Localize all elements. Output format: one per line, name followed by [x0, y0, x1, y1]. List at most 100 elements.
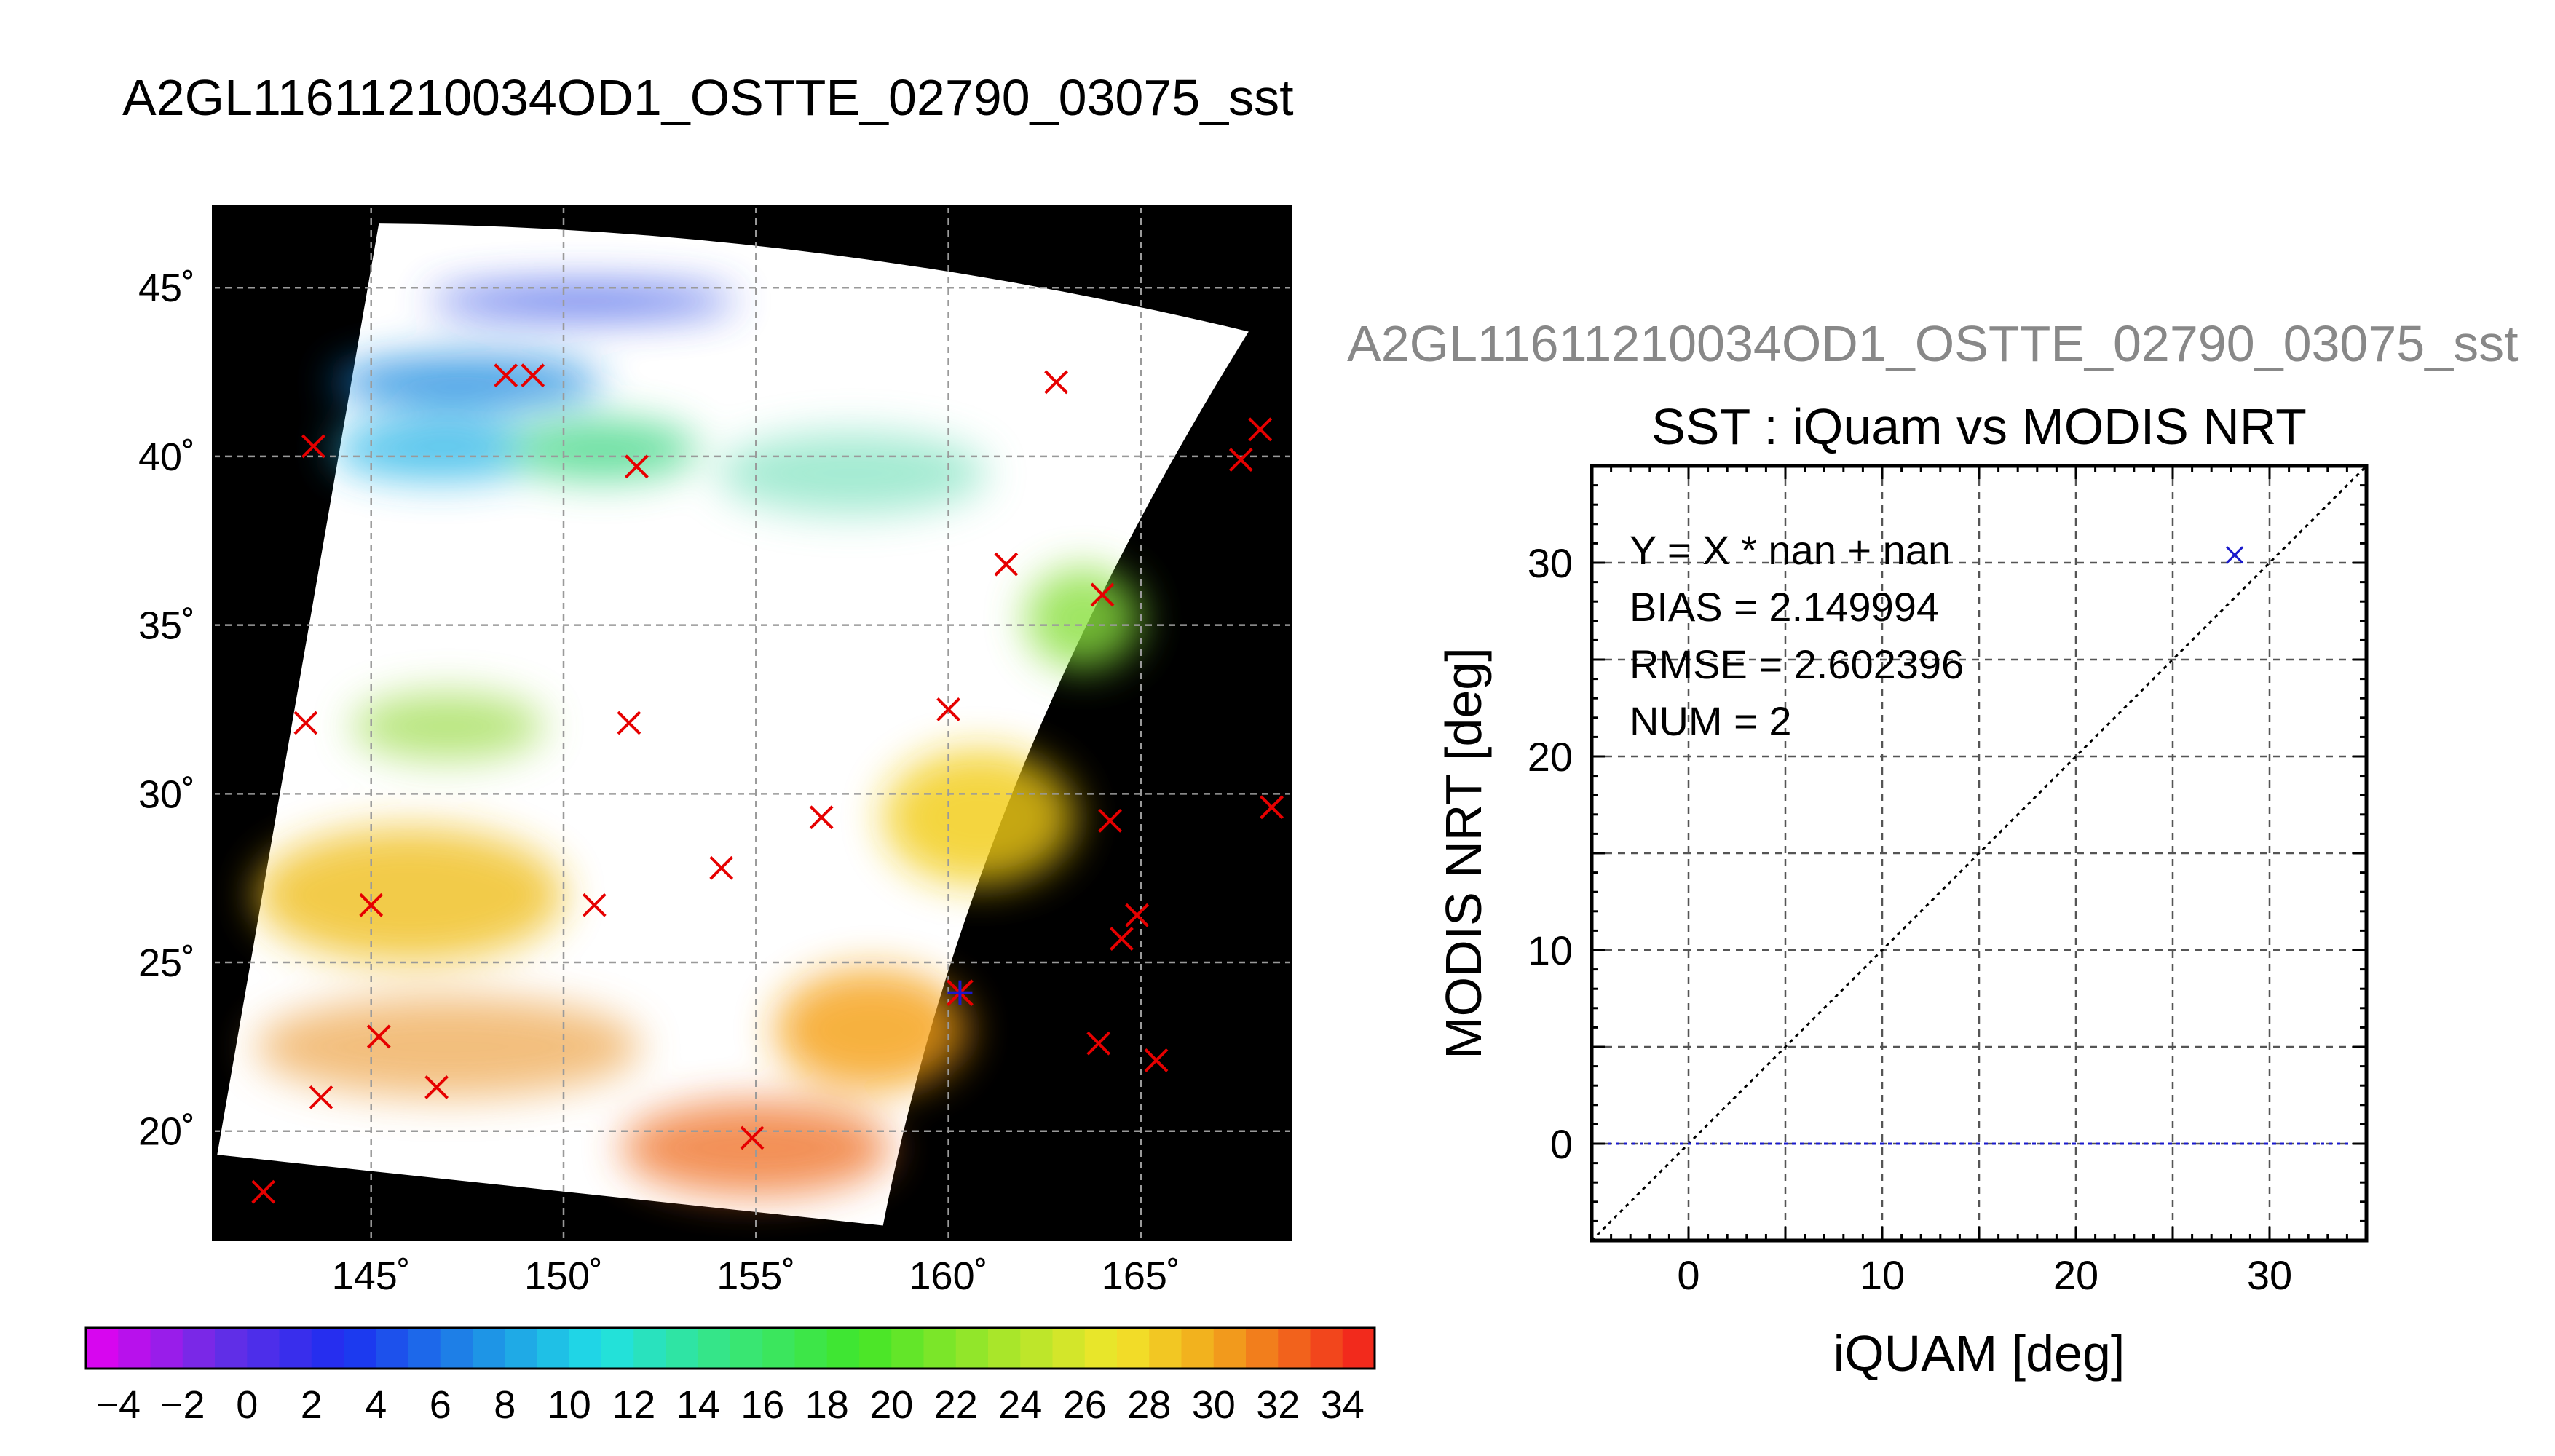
sst-blob — [621, 1101, 891, 1195]
map-x-tick-label: 145˚ — [332, 1254, 411, 1298]
colorbar: −4 −2 0 2 4 6 8 10 12 14 16 18 20 22 24 26 28 30 32 34 — [84, 1326, 1376, 1427]
iquam-marker — [1090, 582, 1115, 607]
map-x-tick-label: 150˚ — [524, 1254, 603, 1298]
colorbar-cell — [182, 1328, 216, 1369]
colorbar-cell — [666, 1328, 699, 1369]
map-plot: 145˚ 150˚ 155˚ 160˚ 165˚ 20˚ 25˚ 30˚ 35˚ 40˚ 45˚ — [138, 205, 1292, 1298]
iquam-marker — [1144, 1048, 1169, 1072]
sst-blob — [1025, 567, 1141, 669]
iquam-marker — [709, 855, 734, 880]
colorbar-tick-label: 8 — [494, 1383, 516, 1427]
sst-blob — [256, 827, 564, 963]
colorbar-tick-label: −2 — [160, 1383, 205, 1427]
colorbar-cell — [988, 1328, 1021, 1369]
stats-bias: BIAS = 2.149994 — [1630, 584, 1939, 630]
stats-num: NUM = 2 — [1630, 698, 1792, 744]
colorbar-cells — [86, 1328, 1375, 1369]
colorbar-cell — [633, 1328, 666, 1369]
iquam-marker — [1125, 903, 1149, 927]
scatter-y-tick-label: 10 — [1528, 927, 1573, 973]
colorbar-tick-label: −4 — [95, 1383, 141, 1427]
map-y-ticks: 20˚ 25˚ 30˚ 35˚ 40˚ 45˚ — [138, 266, 195, 1153]
colorbar-tick-label: 26 — [1063, 1383, 1107, 1427]
colorbar-cell — [537, 1328, 570, 1369]
colorbar-cell — [1310, 1328, 1343, 1369]
page-title: A2GL11611210034OD1_OSTTE_02790_03075_sst — [122, 69, 1294, 126]
sst-blob — [717, 432, 987, 514]
iquam-marker — [936, 697, 960, 721]
colorbar-cell — [376, 1328, 408, 1369]
colorbar-cell — [1084, 1328, 1118, 1369]
colorbar-tick-label: 14 — [676, 1383, 720, 1427]
sst-blob — [882, 750, 1075, 885]
iquam-marker — [1098, 808, 1122, 833]
iquam-marker — [740, 1125, 765, 1150]
scatter-y-tick-label: 20 — [1528, 734, 1573, 780]
colorbar-cell — [279, 1328, 312, 1369]
colorbar-tick-label: 30 — [1192, 1383, 1236, 1427]
stats-equation: Y = X * nan + nan — [1630, 527, 1951, 573]
colorbar-tick-label: 4 — [365, 1383, 387, 1427]
colorbar-cell — [730, 1328, 763, 1369]
colorbar-cell — [505, 1328, 537, 1369]
map-y-tick-label: 20˚ — [138, 1110, 195, 1154]
iquam-marker — [309, 1085, 333, 1109]
colorbar-cell — [1117, 1328, 1150, 1369]
scatter-y-tick-label: 30 — [1528, 540, 1573, 586]
iquam-marker — [494, 363, 518, 388]
colorbar-cell — [247, 1328, 280, 1369]
colorbar-cell — [150, 1328, 183, 1369]
colorbar-cell — [859, 1328, 892, 1369]
map-frame — [212, 205, 1292, 1241]
map-y-tick-label: 40˚ — [138, 435, 195, 479]
colorbar-cell — [794, 1328, 828, 1369]
colorbar-cell — [408, 1328, 441, 1369]
scatter-x-tick-label: 0 — [1677, 1252, 1699, 1298]
map-grid — [213, 207, 1291, 1239]
map-x-tick-label: 165˚ — [1102, 1254, 1180, 1298]
iquam-marker — [521, 363, 545, 388]
scatter-point — [2226, 546, 2244, 564]
colorbar-cell — [1181, 1328, 1215, 1369]
iquam-marker — [1110, 927, 1134, 951]
iquam-marker — [994, 552, 1019, 577]
iquam-marker — [1044, 370, 1068, 395]
colorbar-cell — [891, 1328, 924, 1369]
map-x-tick-label: 160˚ — [909, 1254, 988, 1298]
colorbar-tick-label: 22 — [934, 1383, 978, 1427]
colorbar-tick-label: 34 — [1321, 1383, 1365, 1427]
colorbar-cell — [1213, 1328, 1247, 1369]
map-y-tick-label: 45˚ — [138, 266, 195, 310]
colorbar-tick-label: 32 — [1256, 1383, 1300, 1427]
scatter-title: SST : iQuam vs MODIS NRT — [1651, 398, 2307, 455]
iquam-marker — [424, 1075, 449, 1099]
colorbar-cell — [1020, 1328, 1053, 1369]
iquam-marker — [582, 893, 607, 917]
colorbar-cell — [215, 1328, 248, 1369]
scatter-y-tick-label: 0 — [1550, 1121, 1573, 1167]
colorbar-cell — [1246, 1328, 1279, 1369]
colorbar-cell — [311, 1328, 344, 1369]
matched-satellite-marker — [947, 980, 973, 1005]
colorbar-tick-label: 28 — [1127, 1383, 1171, 1427]
scatter-x-tick-label: 10 — [1860, 1252, 1905, 1298]
iquam-marker — [293, 711, 318, 735]
scatter-plot: 0 10 20 30 0 10 20 30 Y = X * nan + nan BIAS =… — [1435, 464, 2369, 1382]
sst-blob — [505, 419, 698, 480]
colorbar-cell — [344, 1328, 376, 1369]
colorbar-cell — [762, 1328, 795, 1369]
colorbar-cell — [1342, 1328, 1375, 1369]
map-y-tick-label: 25˚ — [138, 941, 195, 985]
sst-blob — [429, 284, 737, 318]
colorbar-cell — [569, 1328, 602, 1369]
iquam-marker — [1260, 795, 1284, 820]
one-to-one-line — [1592, 466, 2366, 1241]
colorbar-cell — [1052, 1328, 1086, 1369]
colorbar-cell — [601, 1328, 634, 1369]
iquam-markers — [251, 363, 1284, 1204]
colorbar-frame — [84, 1326, 1376, 1370]
colorbar-tick-label: 24 — [998, 1383, 1042, 1427]
map-x-ticks: 145˚ 150˚ 155˚ 160˚ 165˚ — [332, 1254, 1180, 1298]
y-axis-label: MODIS NRT [deg] — [1435, 647, 1492, 1059]
iquam-marker — [251, 1179, 276, 1204]
